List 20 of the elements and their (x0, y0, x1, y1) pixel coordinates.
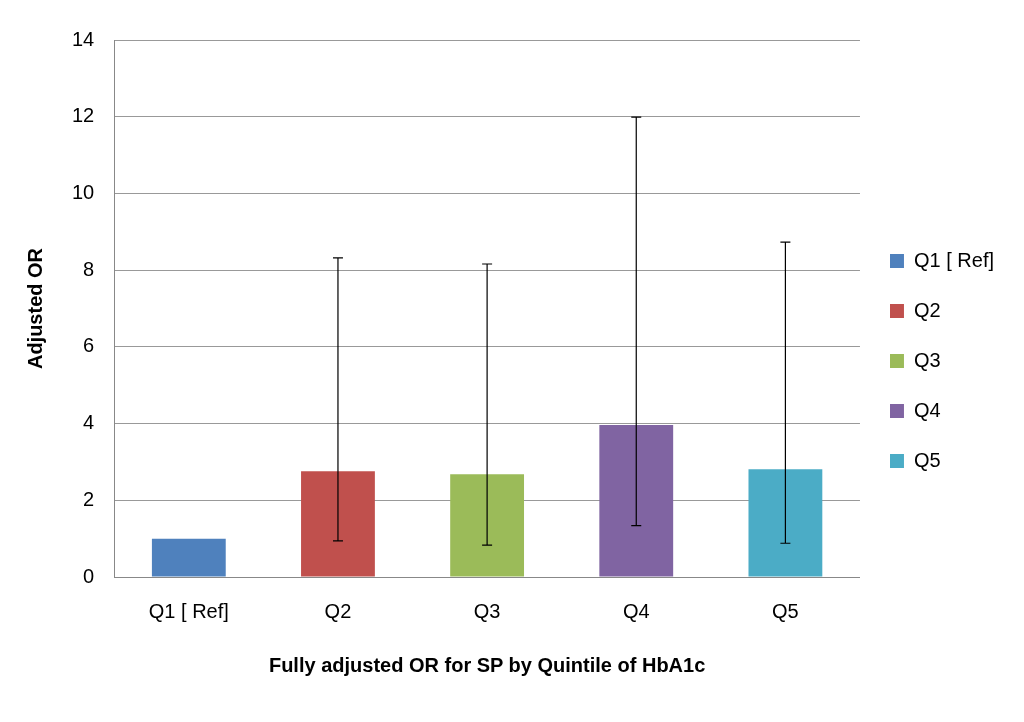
y-tick-label: 6 (83, 334, 95, 357)
x-tick-label: Q5 (772, 599, 799, 622)
y-tick-label: 8 (83, 257, 95, 280)
y-tick-label: 14 (72, 27, 95, 50)
y-tick-label: 0 (83, 564, 95, 587)
y-tick-label: 2 (83, 487, 95, 510)
legend-label: Q5 (913, 448, 941, 471)
legend-label: Q4 (913, 398, 941, 421)
x-tick-label: Q2 (324, 599, 352, 622)
legend-label: Q1 [ Ref] (913, 248, 994, 271)
x-axis-title: Fully adjusted OR for SP by Quintile of HbA1c (268, 653, 706, 676)
y-tick-label: 10 (72, 180, 95, 203)
y-tick-label: 4 (83, 411, 95, 434)
x-tick-label: Q3 (473, 599, 501, 622)
y-tick-label: 12 (72, 104, 95, 127)
legend-label: Q2 (913, 298, 941, 321)
y-axis-title: Adjusted OR (23, 247, 46, 370)
x-tick-label: Q1 [ Ref] (148, 599, 229, 622)
x-tick-label: Q4 (622, 599, 650, 622)
legend-label: Q3 (913, 348, 941, 371)
